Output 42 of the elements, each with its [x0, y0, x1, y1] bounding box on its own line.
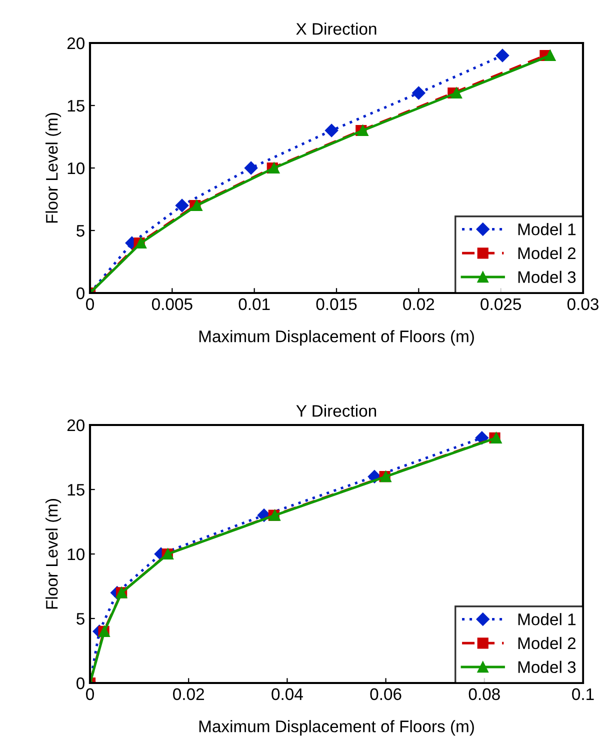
y-tick-label: 10 — [68, 162, 84, 174]
x-tick-label: 0.06 — [370, 688, 402, 700]
x-tick-label: 0.02 — [173, 688, 204, 700]
point — [244, 161, 258, 175]
point — [412, 86, 426, 100]
y-axis-title: Floor Level (m) — [46, 113, 62, 223]
point — [544, 50, 556, 62]
x-tick-label: 0.005 — [152, 298, 192, 310]
legend-label: Model 2 — [518, 636, 576, 650]
y-tick-label: 15 — [68, 100, 84, 112]
y-tick-label: 0 — [76, 677, 84, 690]
x-axis-title: Maximum Displacement of Floors (m) — [199, 330, 474, 346]
point — [324, 124, 338, 138]
legend-label: Model 3 — [518, 660, 576, 674]
point — [496, 48, 510, 62]
legend-label: Model 2 — [518, 246, 576, 260]
y-tick-label: 20 — [67, 37, 84, 50]
x-axis-title: Maximum Displacement of Floors (m) — [199, 720, 474, 736]
x-tick-label: 0.015 — [316, 298, 357, 310]
y-tick-label: 15 — [68, 484, 84, 496]
y-tick-label: 0 — [76, 287, 84, 300]
x-tick-label: 0.025 — [480, 298, 521, 310]
y-axis-title: Floor Level (m) — [46, 499, 62, 609]
y-tick-label: 20 — [67, 419, 84, 432]
x-tick-label: 0.02 — [403, 298, 434, 310]
legend-label: Model 1 — [518, 613, 576, 626]
x-tick-label: 0.04 — [272, 688, 303, 700]
point — [175, 198, 189, 212]
x-tick-label: 0.01 — [238, 298, 270, 310]
y-tick-label: 5 — [76, 225, 84, 237]
chart-title: Y Direction — [296, 404, 376, 417]
chart-title: X Direction — [296, 22, 376, 35]
point — [450, 87, 462, 99]
x-tick-label: 0.1 — [572, 688, 594, 700]
legend-label: Model 1 — [518, 223, 576, 236]
x-tick-label: 0.08 — [468, 688, 500, 700]
x-tick-label: 0.03 — [567, 298, 598, 310]
y-tick-label: 10 — [68, 548, 84, 560]
x-tick-label: 0 — [86, 298, 94, 310]
legend-label: Model 3 — [518, 270, 576, 284]
x-tick-label: 0 — [86, 688, 94, 700]
y-tick-label: 5 — [76, 613, 84, 625]
